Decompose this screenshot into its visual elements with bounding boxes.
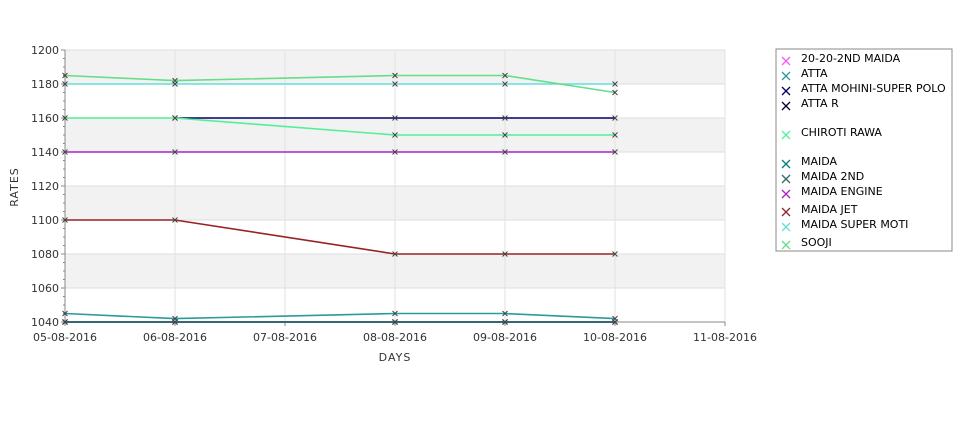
legend-marker [781, 189, 791, 199]
data-point-marker [392, 81, 398, 87]
legend-item-20-20-2nd-maida: 20-20-2ND MAIDA [781, 52, 901, 66]
legend-item-atta-r: ATTA R [781, 97, 839, 111]
x-tick-label: 10-08-2016 [583, 331, 647, 344]
legend-label: MAIDA SUPER MOTI [801, 218, 908, 231]
legend-marker [781, 222, 791, 232]
data-point-marker [612, 319, 618, 325]
x-tick-label: 09-08-2016 [473, 331, 537, 344]
data-point-marker [62, 149, 68, 155]
legend-item-chiroti-rawa: CHIROTI RAWA [781, 126, 882, 140]
data-point-marker [172, 319, 178, 325]
y-tick-label: 1140 [31, 146, 59, 159]
series-atta [62, 310, 618, 322]
series-maida-super-moti [62, 81, 618, 87]
data-point-marker [392, 319, 398, 325]
data-point-marker [172, 217, 178, 223]
legend-label: MAIDA JET [801, 203, 858, 216]
data-point-marker [392, 115, 398, 121]
legend-label: ATTA MOHINI-SUPER POLO [801, 82, 946, 95]
data-point-marker [612, 132, 618, 138]
series-maida-2nd [62, 319, 618, 325]
y-tick-label: 1080 [31, 248, 59, 261]
series-sooji [62, 72, 618, 96]
series-chiroti-rawa [62, 115, 618, 138]
legend-marker [781, 159, 791, 169]
series-layer [62, 72, 618, 325]
x-tick-label: 06-08-2016 [143, 331, 207, 344]
y-tick-label: 1200 [31, 44, 59, 57]
data-point-marker [502, 310, 508, 317]
data-point-marker [612, 89, 618, 96]
legend-marker [781, 130, 791, 140]
data-point-marker [612, 251, 618, 257]
x-axis-title: DAYS [379, 351, 412, 364]
x-tick-label: 05-08-2016 [33, 331, 97, 344]
data-point-marker [392, 72, 398, 79]
legend-marker [781, 240, 791, 250]
x-tick-label: 08-08-2016 [363, 331, 427, 344]
legend-label: ATTA [801, 67, 828, 80]
legend-item-atta-mohini-super-polo: ATTA MOHINI-SUPER POLO [781, 82, 946, 96]
x-tick-label: 07-08-2016 [253, 331, 317, 344]
y-tick-label: 1160 [31, 112, 59, 125]
y-tick-label: 1180 [31, 78, 59, 91]
legend-item-maida-jet: MAIDA JET [781, 203, 858, 217]
legend-item-sooji: SOOJI [781, 236, 832, 250]
legend-label: MAIDA ENGINE [801, 185, 883, 198]
legend-box [775, 48, 953, 252]
x-axis-ticks: 05-08-2016 06-08-2016 07-08-2016 08-08-2016… [33, 322, 757, 344]
y-tick-label: 1120 [31, 180, 59, 193]
data-point-marker [612, 81, 618, 87]
data-point-marker [612, 115, 618, 121]
data-point-marker [62, 310, 68, 317]
data-point-marker [502, 72, 508, 79]
legend-label: MAIDA [801, 155, 838, 168]
data-point-marker [392, 251, 398, 257]
data-point-marker [392, 149, 398, 155]
legend-marker [781, 56, 791, 66]
legend-item-maida-2nd: MAIDA 2ND [781, 170, 864, 184]
data-point-marker [62, 81, 68, 87]
data-point-marker [612, 149, 618, 155]
data-point-marker [172, 115, 178, 121]
legend-marker [781, 174, 791, 184]
y-tick-label: 1060 [31, 282, 59, 295]
series-maida-jet [62, 217, 618, 257]
data-point-marker [172, 149, 178, 155]
legend-item-maida-engine: MAIDA ENGINE [781, 185, 883, 199]
legend-label: 20-20-2ND MAIDA [801, 52, 901, 65]
x-tick-label: 11-08-2016 [693, 331, 757, 344]
data-point-marker [62, 319, 68, 325]
legend-marker [781, 101, 791, 111]
legend: 20-20-2ND MAIDA ATTA ATTA MOHINI-SUPER POL… [775, 48, 953, 252]
legend-marker [781, 86, 791, 96]
data-point-marker [392, 132, 398, 138]
legend-marker [781, 71, 791, 81]
legend-marker [781, 207, 791, 217]
legend-item-maida-super-moti: MAIDA SUPER MOTI [781, 218, 908, 232]
y-axis-ticks: 1040 1060 1080 1100 1120 1140 1160 1180 1200 [31, 44, 65, 329]
data-point-marker [62, 217, 68, 223]
series-maida-engine [62, 149, 618, 155]
data-point-marker [172, 77, 178, 84]
y-tick-label: 1100 [31, 214, 59, 227]
data-point-marker [392, 310, 398, 317]
legend-item-maida: MAIDA [781, 155, 838, 169]
data-point-marker [502, 81, 508, 87]
data-point-marker [502, 132, 508, 138]
legend-label: CHIROTI RAWA [801, 126, 882, 139]
data-point-marker [502, 149, 508, 155]
data-point-marker [502, 115, 508, 121]
legend-label: MAIDA 2ND [801, 170, 864, 183]
data-point-marker [62, 72, 68, 79]
data-point-marker [502, 251, 508, 257]
data-point-marker [62, 115, 68, 121]
legend-label: SOOJI [801, 236, 832, 249]
y-tick-label: 1040 [31, 316, 59, 329]
legend-label: ATTA R [801, 97, 839, 110]
y-axis-title: RATES [8, 167, 21, 207]
data-point-marker [502, 319, 508, 325]
legend-item-atta: ATTA [781, 67, 828, 81]
